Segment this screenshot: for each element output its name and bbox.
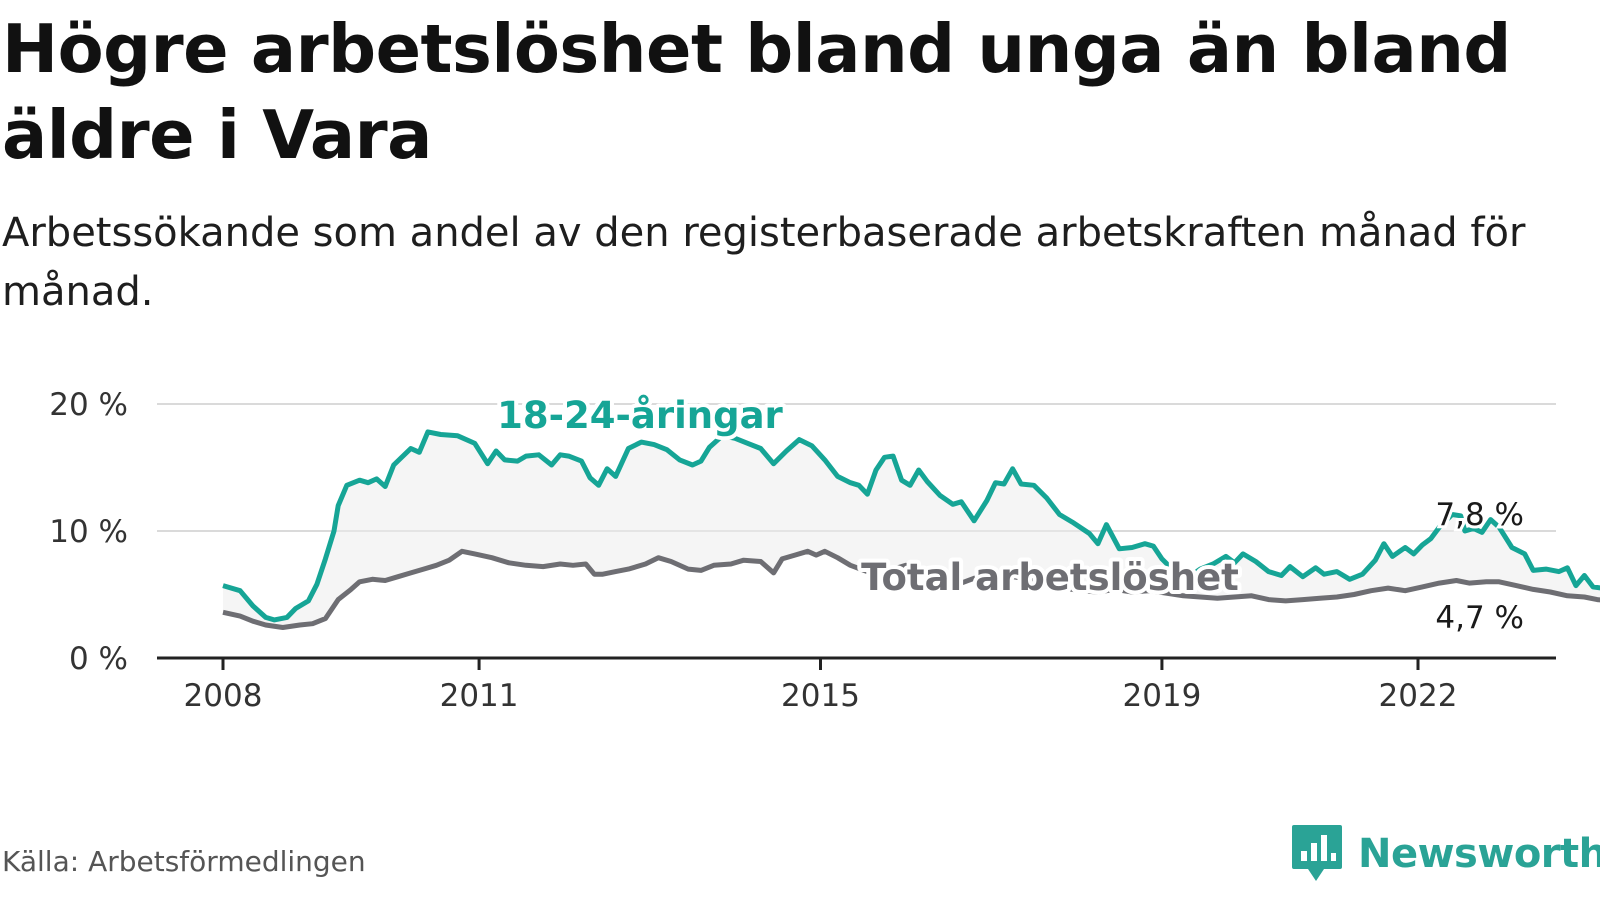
brand-name: Newsworthy xyxy=(1358,831,1600,877)
y-axis-labels: 0 % 10 % 20 % xyxy=(49,387,128,677)
x-tick-label: 2008 xyxy=(184,678,263,714)
chart-title: Högre arbetslöshet bland unga än bland ä… xyxy=(2,10,1511,174)
y-tick-label: 0 % xyxy=(69,641,128,677)
end-value-total: 4,7 % xyxy=(1435,600,1524,636)
y-tick-label: 20 % xyxy=(49,387,128,423)
series-line-youth xyxy=(222,429,1600,623)
difference-band xyxy=(223,431,1600,628)
x-axis-ticks: 2008 2011 2015 2019 2022 xyxy=(184,658,1458,714)
newsworthy-logo-icon xyxy=(1292,825,1342,881)
series-line-total xyxy=(222,548,1600,630)
y-tick-label: 10 % xyxy=(49,514,128,550)
brand-logo: Newsworthy xyxy=(1290,824,1600,884)
source-note: Källa: Arbetsförmedlingen xyxy=(2,845,366,878)
x-tick-label: 2015 xyxy=(781,678,860,714)
series-label-total: Total arbetslöshet xyxy=(861,556,1239,599)
x-tick-label: 2022 xyxy=(1379,678,1458,714)
x-tick-label: 2019 xyxy=(1122,678,1201,714)
chart-subtitle: Arbetssökande som andel av den registerb… xyxy=(2,210,1526,315)
x-tick-label: 2011 xyxy=(440,678,519,714)
end-value-youth: 7,8 % xyxy=(1435,497,1524,533)
series-label-youth: 18-24-åringar xyxy=(497,394,783,437)
